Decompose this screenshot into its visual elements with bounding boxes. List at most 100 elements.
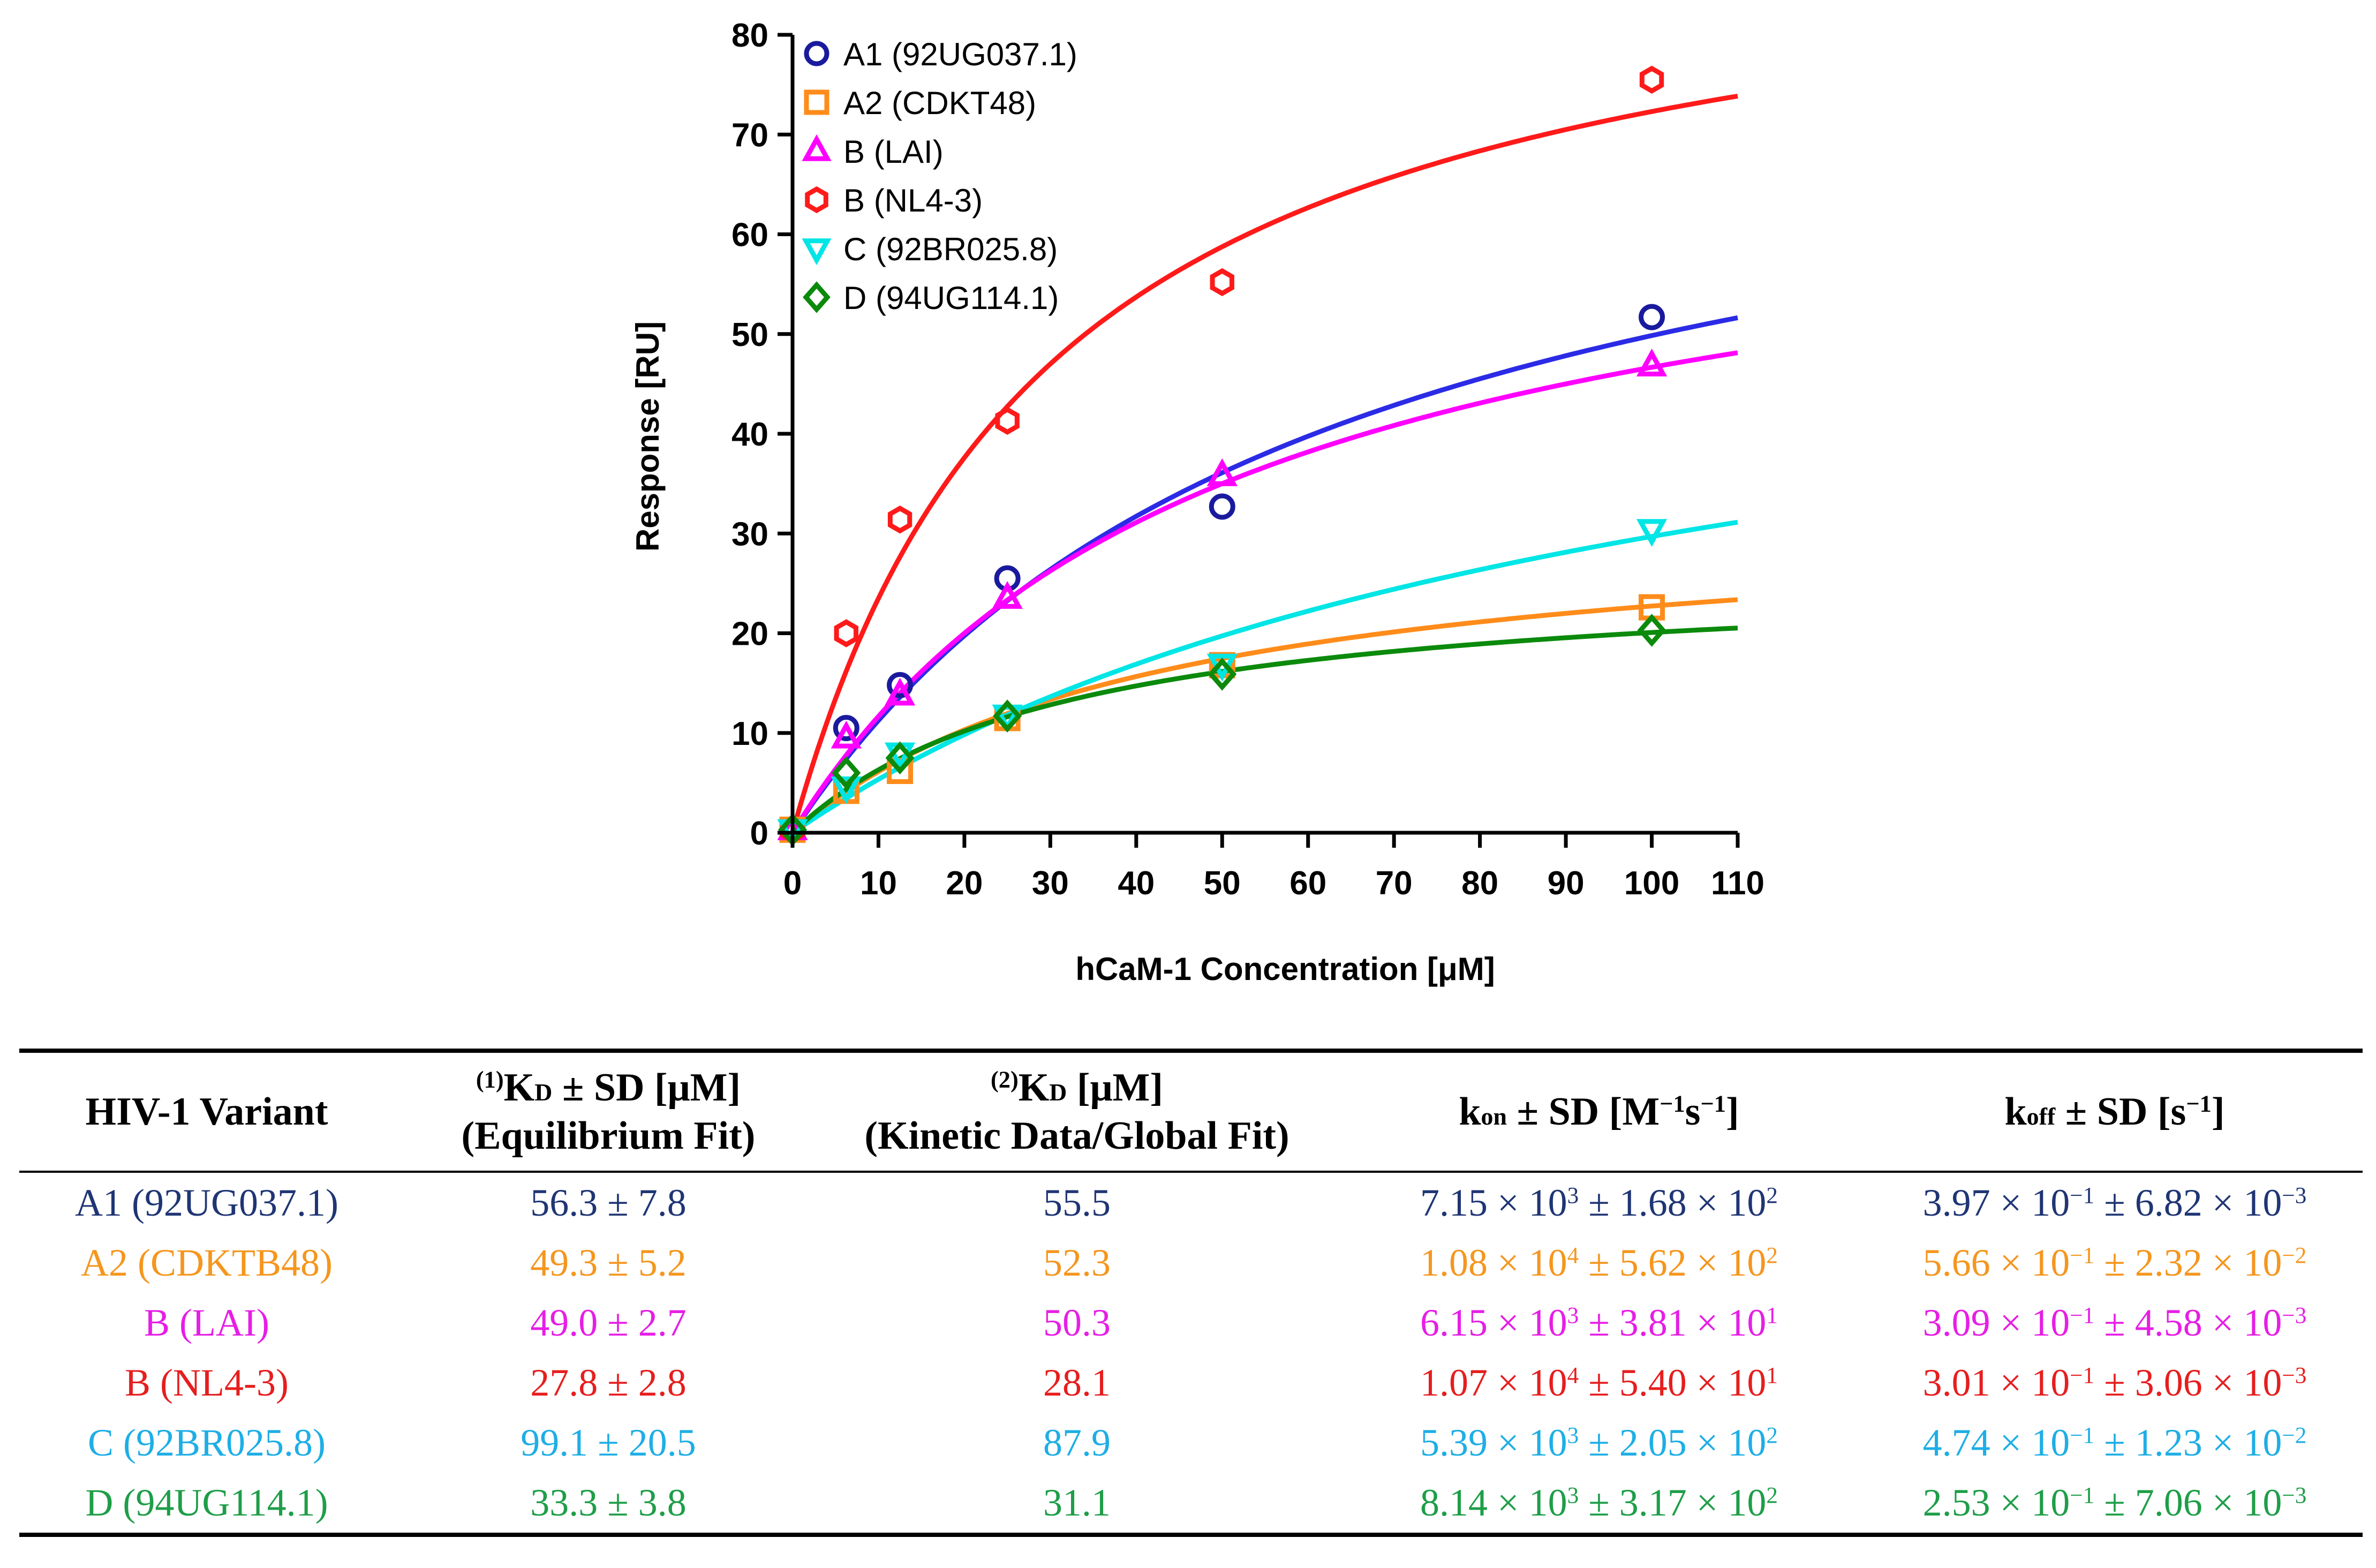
koff-sd-mantissa: ± 7.06 × 10 [2094, 1481, 2282, 1524]
cell-kd-kinetic: 87.9 [1043, 1421, 1111, 1464]
cell-variant: B (NL4-3) [125, 1361, 289, 1404]
fit-curve-a1 [790, 315, 1738, 834]
cell-koff: 5.66 × 10−1 ± 2.32 × 10−2 [1867, 1233, 2363, 1293]
cell-koff: 4.74 × 10−1 ± 1.23 × 10−2 [1867, 1413, 2363, 1473]
kd-symbol: K [1018, 1065, 1050, 1110]
cell-kon: 1.08 × 104 ± 5.62 × 102 [1331, 1233, 1867, 1293]
kon-mantissa: 6.15 × 10 [1420, 1301, 1567, 1344]
cell-kd-kinetic: 50.3 [1043, 1301, 1111, 1344]
data-point-d [885, 741, 915, 775]
cell-kd-kinetic: 55.5 [1043, 1181, 1111, 1224]
cell-koff: 3.97 × 10−1 ± 6.82 × 10−3 [1867, 1172, 2363, 1233]
cell-variant: C (92BR025.8) [87, 1421, 326, 1464]
cell-koff: 2.53 × 10−1 ± 7.06 × 10−3 [1867, 1473, 2363, 1535]
kon-sd-mantissa: ± 5.62 × 10 [1579, 1241, 1767, 1284]
data-point-d [832, 756, 861, 790]
table-row: B (NL4-3) 27.8 ± 2.8 28.1 1.07 × 104 ± 5.40… [19, 1353, 2363, 1413]
koff-exponent: −1 [2070, 1482, 2095, 1508]
koff-sd-mantissa: ± 3.06 × 10 [2094, 1361, 2282, 1404]
y-tick-label: 40 [731, 416, 768, 453]
table-row: B (LAI) 49.0 ± 2.7 50.3 6.15 × 103 ± 3.81 ×… [19, 1293, 2363, 1353]
x-tick-label: 30 [1032, 865, 1069, 902]
data-point-b_lai [1636, 349, 1668, 376]
koff-sd-exponent: −3 [2282, 1362, 2307, 1388]
koff-sd-exponent: −2 [2282, 1422, 2307, 1448]
cell-kon: 6.15 × 103 ± 3.81 × 101 [1331, 1293, 1867, 1353]
data-point-d [993, 699, 1022, 733]
data-point-b_lai [884, 677, 916, 706]
kon-sd-exponent: 1 [1766, 1362, 1778, 1388]
kd-unit: [μM] [1067, 1065, 1164, 1110]
cell-variant: B (LAI) [144, 1301, 269, 1344]
y-tick-label: 70 [731, 117, 768, 154]
kon-mantissa: 1.08 × 10 [1420, 1241, 1567, 1284]
cell-variant: A2 (CDKTB48) [81, 1241, 333, 1284]
koff-mantissa: 3.97 × 10 [1922, 1181, 2070, 1224]
kon-mantissa: 5.39 × 10 [1420, 1421, 1567, 1464]
koff-sd-mantissa: ± 2.32 × 10 [2094, 1241, 2282, 1284]
data-point-c [992, 704, 1023, 733]
koff-unit: ± SD [s [2055, 1089, 2186, 1134]
x-tick-label: 90 [1548, 865, 1585, 902]
cell-variant: D (94UG114.1) [85, 1481, 328, 1524]
data-point-c [831, 776, 862, 804]
x-tick-label: 70 [1376, 865, 1413, 902]
x-axis-label: hCaM-1 Concentration [μM] [1075, 951, 1495, 987]
footnote-1: (1) [476, 1066, 504, 1093]
y-tick-label: 60 [731, 217, 768, 254]
cell-kon: 8.14 × 103 ± 3.17 × 102 [1331, 1473, 1867, 1535]
kon-sd-exponent: 2 [1766, 1182, 1778, 1208]
legend-marker-a1 [804, 41, 829, 66]
x-tick-label: 40 [1118, 865, 1155, 902]
x-tick-label: 100 [1624, 865, 1679, 902]
koff-mantissa: 2.53 × 10 [1922, 1481, 2070, 1524]
table-row: A1 (92UG037.1) 56.3 ± 7.8 55.5 7.15 × 103 ±… [19, 1172, 2363, 1233]
table-row: D (94UG114.1) 33.3 ± 3.8 31.1 8.14 × 103 ± … [19, 1473, 2363, 1535]
koff-exponent: −1 [2070, 1302, 2095, 1328]
legend-marker-b_nl43 [805, 186, 828, 214]
kon-unit-b: s [1685, 1089, 1701, 1134]
cell-kd-kinetic: 28.1 [1043, 1361, 1111, 1404]
koff-sd-mantissa: ± 4.58 × 10 [2094, 1301, 2282, 1344]
legend-label-b_nl43: B (NL4-3) [843, 183, 983, 218]
data-point-a1 [1639, 304, 1665, 330]
koff-exponent: −1 [2186, 1090, 2212, 1117]
data-point-a1 [1209, 493, 1235, 520]
kon-sd-exponent: 2 [1766, 1482, 1778, 1508]
y-tick-label: 20 [731, 616, 768, 653]
table-row: C (92BR025.8) 99.1 ± 20.5 87.9 5.39 × 103 ±… [19, 1413, 2363, 1473]
table-row: A2 (CDKTB48) 49.3 ± 5.2 52.3 1.08 × 104 ± 5… [19, 1233, 2363, 1293]
data-point-b_nl43 [995, 406, 1020, 435]
data-point-b_nl43 [834, 619, 858, 647]
y-tick-label: 30 [731, 516, 768, 553]
data-point-c [1636, 519, 1668, 547]
cell-kd-kinetic: 31.1 [1043, 1481, 1111, 1524]
kon-sd-exponent: 2 [1766, 1242, 1778, 1268]
kon-sd-mantissa: ± 5.40 × 10 [1579, 1361, 1767, 1404]
data-point-b_lai [831, 720, 862, 749]
data-point-b_lai [1206, 458, 1238, 486]
kon-unit-a: ± SD [M [1506, 1089, 1660, 1134]
x-tick-label: 10 [860, 865, 897, 902]
header-koff: koff ± SD [s−1] [1867, 1051, 2363, 1172]
header-kd-equilibrium-method: (Equilibrium Fit) [461, 1114, 756, 1158]
y-tick-label: 80 [731, 17, 768, 54]
legend-marker-a2 [804, 89, 829, 115]
kon-sd-exponent: 2 [1766, 1422, 1778, 1448]
header-kon: kon ± SD [M−1s−1] [1331, 1051, 1867, 1172]
kon-exponent: 4 [1567, 1362, 1579, 1388]
koff-mantissa: 4.74 × 10 [1922, 1421, 2070, 1464]
legend-marker-d [803, 281, 831, 313]
legend-label-a2: A2 (CDKT48) [843, 85, 1036, 121]
x-tick-label: 0 [783, 865, 802, 902]
kon-exponent-a: −1 [1660, 1090, 1685, 1117]
koff-exponent: −1 [2070, 1242, 2095, 1268]
data-point-a1 [887, 672, 914, 698]
x-tick-label: 110 [1711, 865, 1764, 902]
cell-kd-equilibrium: 27.8 ± 2.8 [530, 1361, 687, 1404]
kon-sd-mantissa: ± 2.05 × 10 [1579, 1421, 1767, 1464]
cell-koff: 3.01 × 10−1 ± 3.06 × 10−3 [1867, 1353, 2363, 1413]
cell-kd-equilibrium: 99.1 ± 20.5 [521, 1421, 696, 1464]
legend-marker-c [802, 238, 832, 266]
legend-label-d: D (94UG114.1) [843, 280, 1059, 316]
